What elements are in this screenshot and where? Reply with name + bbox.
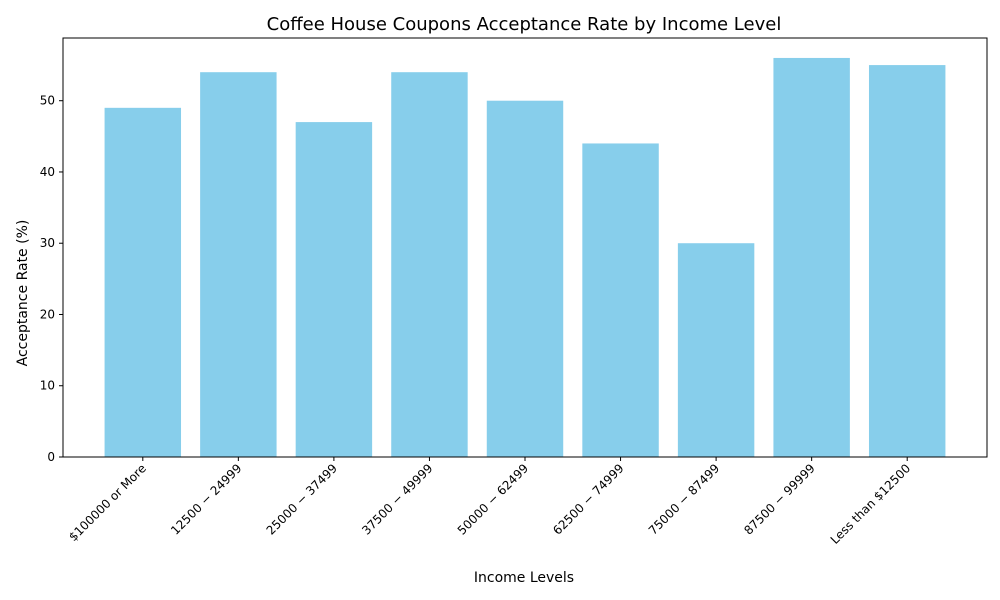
y-tick-label-0: 0: [47, 450, 55, 464]
x-axis-label: Income Levels: [474, 570, 574, 586]
bar-3: [391, 72, 468, 457]
x-axis-ticks: $100000 or More 12500 − 24999 25000 − 3749…: [66, 457, 913, 547]
x-tick-label-4: 50000 − 62499: [455, 461, 531, 537]
x-tick-label-3: 37500 − 49999: [359, 461, 435, 537]
bar-7: [773, 57, 850, 457]
bar-2: [295, 122, 373, 457]
bar-8: [868, 65, 946, 457]
y-tick-label-2: 20: [40, 307, 55, 321]
x-tick-label-6: 75000 − 87499: [646, 461, 722, 537]
bar-1: [200, 72, 277, 457]
y-tick-label-1: 10: [40, 379, 55, 393]
bar-0: [104, 107, 182, 457]
y-tick-label-5: 50: [40, 94, 55, 108]
x-tick-label-2: 25000 − 37499: [264, 461, 340, 537]
x-tick-label-1: 12500 − 24999: [168, 461, 244, 537]
bar-4: [486, 100, 564, 458]
plot-frame: [62, 37, 988, 458]
x-tick-label-7: 87500 − 99999: [741, 461, 817, 537]
bars-group: [104, 57, 946, 458]
x-tick-label-5: 62500 − 74999: [550, 461, 626, 537]
bar-6: [677, 243, 755, 457]
x-tick-label-8: Less than $12500: [828, 461, 914, 547]
y-axis-ticks: 0 10 20 30 40 50: [40, 94, 63, 464]
y-tick-label-4: 40: [40, 165, 55, 179]
x-tick-label-0: $100000 or More: [66, 461, 149, 544]
y-tick-label-3: 30: [40, 236, 55, 250]
bar-5: [582, 143, 659, 457]
y-axis-label: Acceptance Rate (%): [15, 220, 31, 367]
chart-title: Coffee House Coupons Acceptance Rate by …: [267, 14, 782, 35]
